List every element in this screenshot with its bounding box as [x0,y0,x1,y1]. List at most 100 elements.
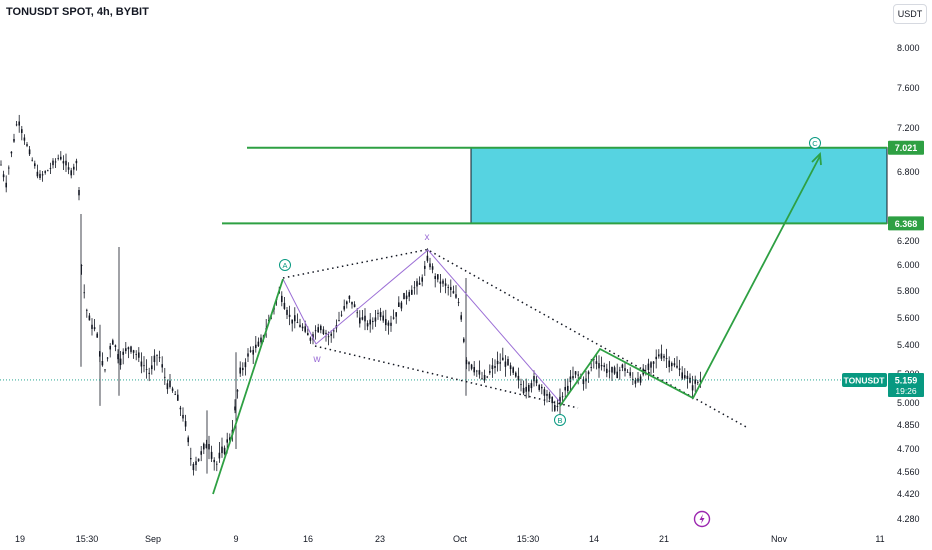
candle-body [499,362,501,364]
candle-body [135,353,137,355]
candle-body [75,160,78,164]
replay-icon[interactable] [693,510,711,528]
candle-body [398,302,400,307]
candle-body [515,372,517,377]
candle-body [437,274,439,280]
symbol-badge-bg [842,372,887,387]
candle-body [694,379,696,384]
candle-body [634,380,637,384]
candle-body [382,315,384,321]
candle-body [392,317,395,319]
candle-body [377,312,379,314]
candle-body [442,280,444,284]
x-tick-label: 11 [875,534,884,544]
candle-body [626,371,629,373]
currency-selector[interactable]: USDT [893,4,927,24]
x-tick-label: 19 [15,534,25,544]
candle-body [668,360,670,368]
candle-body [260,337,262,343]
y-tick-label: 4.560 [897,467,920,477]
candle-body [608,370,611,372]
candle-body [564,386,566,391]
candle-body [130,346,132,352]
candle-body [18,121,20,126]
wave-label: A [282,261,287,270]
zone-top-badge: 7.021 [895,143,918,153]
candle-body [34,163,36,167]
candle-body [366,323,369,327]
candle-body [242,367,244,371]
candle-body [247,353,249,357]
y-tick-label: 6.000 [897,260,920,270]
wave-label-circle [809,137,821,149]
y-tick-label: 4.850 [897,420,920,430]
y-tick-label: 5.000 [897,398,920,408]
candle-body [314,330,317,332]
candle-body [327,336,330,338]
candle-body [603,365,605,367]
candle-body [356,312,358,314]
candle-body [294,315,296,322]
candle-body [127,347,130,350]
candle-body [541,386,543,389]
candle-body [164,376,166,378]
symbol-badge: TONUSDT [844,375,886,385]
candle-body [140,361,143,367]
candle-body [23,137,26,141]
candle-body [208,444,210,450]
candle-body [528,385,530,392]
candle-body [161,364,163,368]
candle-body [93,327,96,330]
x-tick-label: Nov [771,534,788,544]
candle-body [346,301,348,305]
candle-body [83,292,85,294]
candle-body [658,354,660,357]
candle-body [463,338,465,342]
candle-body [684,375,686,379]
candle-body [26,144,28,146]
candle-body [476,370,478,372]
candle-body [234,406,236,411]
candle-body [210,451,213,459]
candle-body [520,384,522,385]
candle-body [39,173,41,178]
candle-body [457,302,460,303]
candle-body [372,320,374,323]
candle-body [374,317,377,322]
candle-body [421,277,423,282]
candle-body [236,390,239,392]
candle-body [148,372,150,374]
candle-body [153,355,156,363]
candle-body [57,157,59,159]
candle-body [13,139,15,142]
candle-body [535,379,538,384]
x-tick-label: 14 [589,534,599,544]
candle-body [450,287,452,291]
candle-body [548,393,551,399]
candle-body [143,365,145,367]
candle-body [530,383,533,389]
candle-body [145,369,148,370]
candle-body [478,370,481,375]
wave-c-projection [559,155,821,407]
candle-body [195,461,197,466]
candle-body [647,363,650,371]
candle-body [652,361,655,364]
candle-body [543,389,546,396]
y-tick-label: 7.200 [897,123,920,133]
candle-body [629,372,631,376]
candle-body [483,375,486,381]
candle-body [361,317,364,320]
candle-body [91,324,93,329]
candle-body [244,362,247,368]
candle-body [340,314,343,316]
candle-body [249,350,252,352]
candle-body [309,337,312,341]
candle-body [600,365,603,367]
candle-body [80,265,83,266]
candle-body [572,376,574,379]
candle-body [179,407,182,410]
candle-body [41,174,44,176]
candle-body [439,281,442,284]
